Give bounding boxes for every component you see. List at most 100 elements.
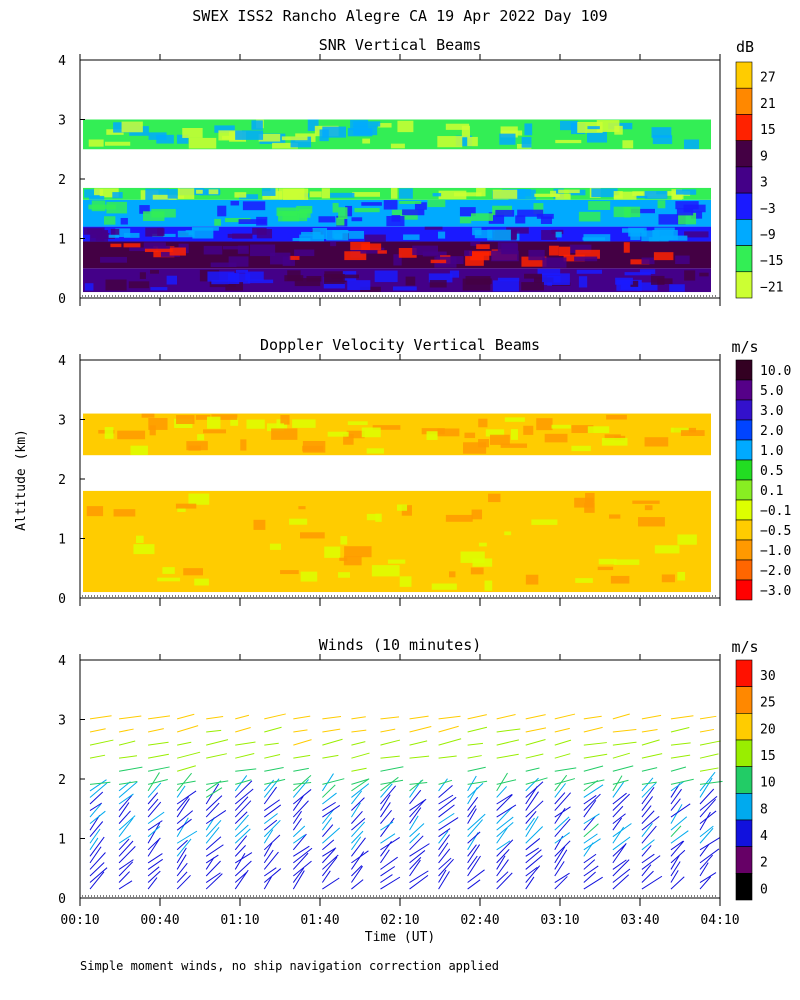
wind-barb [467,726,488,733]
heatmap-cell [300,571,318,582]
heatmap-cell [105,279,127,291]
heatmap-cell [542,257,567,268]
wind-barb [322,827,341,844]
wind-barb [554,832,570,844]
wind-barb [554,778,576,785]
heatmap-cell [470,241,481,246]
heatmap-cell [117,430,146,440]
wind-barb [583,823,599,838]
wind-barb [147,826,161,838]
heatmap-cell [574,256,598,262]
heatmap-cell [606,414,627,420]
heatmap-cell [366,513,380,521]
wind-barb [263,786,277,805]
wind-barb [496,786,508,798]
heatmap-cell [88,204,116,210]
heatmap-cell [484,580,493,591]
colorbar-swatch [735,479,753,501]
heatmap-cell [360,247,385,254]
heatmap-cell [510,429,518,440]
heatmap-cell [504,417,525,422]
wind-barb [583,833,598,844]
colorbar-tick-label: 20 [760,722,776,737]
heatmap-cell [531,519,558,525]
wind-barb [380,779,404,785]
heatmap-cell [177,230,195,238]
wind-barb [234,845,246,857]
colorbar-tick-label: 5.0 [760,384,783,399]
wind-barb [177,713,195,720]
wind-barb [554,806,571,818]
heatmap-cell [402,209,425,216]
heatmap-cell [555,231,562,238]
wind-barb [612,752,630,759]
wind-barb [467,714,487,720]
heatmap-cell [428,273,453,283]
wind-barb [496,872,513,890]
wind-barb [467,819,483,838]
colorbar-tick-label: 2 [760,856,768,871]
wind-barb [322,854,339,870]
heatmap-cell [272,142,298,149]
heatmap-cell [94,189,103,196]
wind-barb [293,715,311,720]
heatmap-cell [588,201,611,210]
wind-barb [234,814,249,831]
heatmap-cell [301,231,321,236]
heatmap-cell [637,282,658,291]
wind-barb [525,777,548,785]
x-tick-label: 04:10 [700,913,739,928]
heatmap-cell [630,280,639,287]
heatmap-cell [465,255,484,266]
wind-barb [293,789,312,805]
wind-barb [118,871,131,883]
heatmap-cell [478,418,488,428]
wind-barb [641,825,657,844]
wind-barb [699,854,713,870]
heatmap-cell [175,503,197,509]
heatmap-cell [372,425,401,430]
colorbar-tick-label: 1.0 [760,444,783,459]
wind-barb [670,849,686,864]
wind-barb [612,741,637,746]
heatmap-cell [459,216,472,224]
wind-barb [554,783,566,798]
heatmap-cell [378,123,392,128]
heatmap-cell [326,229,349,241]
heatmap-cell [298,506,306,510]
heatmap-cell [644,505,653,511]
heatmap-cell [269,543,282,550]
heatmap-cell [601,437,628,446]
heatmap-cell [196,189,203,194]
colorbar-swatch [735,873,753,901]
heatmap-cell [324,546,341,558]
wind-barb [670,840,684,851]
wind-barb [583,784,604,798]
heatmap-cell [558,246,571,256]
wind-barb [438,857,452,870]
wind-barb [467,782,484,798]
wind-barb [263,799,280,811]
heatmap-cell [331,274,359,279]
wind-barb [641,823,653,838]
wind-barb [438,779,453,785]
wind-barb [351,836,362,851]
heatmap-cell [253,519,266,530]
heatmap-cell [340,536,348,545]
wind-barb [89,871,105,890]
wind-barb [496,816,514,831]
wind-barb [699,825,714,838]
wind-barb [118,835,132,844]
heatmap-cell [495,209,515,217]
wind-barb [177,751,201,759]
heatmap-cell [488,212,505,224]
wind-barb [147,866,160,877]
heatmap-cell [474,229,493,239]
wind-barb [525,847,539,857]
wind-barb [583,815,596,831]
heatmap-cell [521,137,532,148]
wind-barb [322,728,341,733]
heatmap-cell [670,427,689,433]
wind-barb [525,777,539,792]
wind-barb [263,876,272,890]
